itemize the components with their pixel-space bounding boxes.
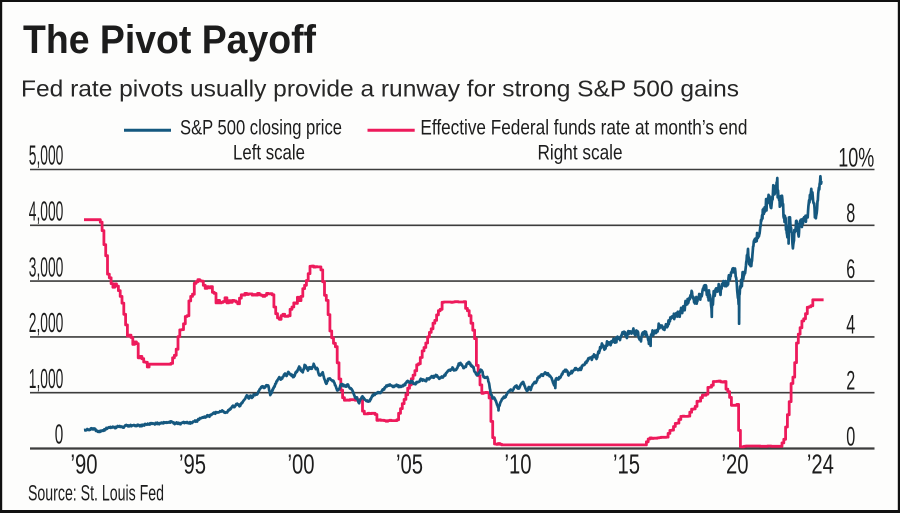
svg-text:2: 2 <box>846 366 855 396</box>
svg-text:Fed rate pivots usually provid: Fed rate pivots usually provide a runway… <box>21 76 739 102</box>
svg-text:8: 8 <box>846 198 855 228</box>
svg-text:Effective Federal funds rate a: Effective Federal funds rate at month’s … <box>420 116 747 140</box>
svg-text:0: 0 <box>846 421 855 451</box>
svg-text:The Pivot Payoff: The Pivot Payoff <box>23 18 317 62</box>
svg-text:4,000: 4,000 <box>29 196 64 227</box>
svg-text:5,000: 5,000 <box>29 140 64 171</box>
svg-text:’15: ’15 <box>613 449 640 480</box>
svg-text:10%: 10% <box>838 142 874 172</box>
svg-text:’05: ’05 <box>396 449 423 480</box>
svg-text:2,000: 2,000 <box>29 307 64 338</box>
svg-text:Left scale: Left scale <box>233 141 305 165</box>
svg-text:Source: St. Louis Fed: Source: St. Louis Fed <box>28 481 164 506</box>
svg-text:0: 0 <box>55 419 64 450</box>
svg-text:’95: ’95 <box>179 449 206 480</box>
svg-text:’24: ’24 <box>807 449 834 480</box>
svg-text:’10: ’10 <box>505 449 532 480</box>
svg-text:S&P 500 closing price: S&P 500 closing price <box>180 116 342 140</box>
svg-text:3,000: 3,000 <box>29 251 64 282</box>
svg-text:6: 6 <box>846 254 855 284</box>
svg-text:1,000: 1,000 <box>29 363 64 394</box>
svg-text:Right scale: Right scale <box>538 141 623 165</box>
svg-text:4: 4 <box>846 310 855 340</box>
svg-text:’00: ’00 <box>288 449 315 480</box>
svg-text:’20: ’20 <box>722 449 749 480</box>
svg-text:’90: ’90 <box>71 449 98 480</box>
